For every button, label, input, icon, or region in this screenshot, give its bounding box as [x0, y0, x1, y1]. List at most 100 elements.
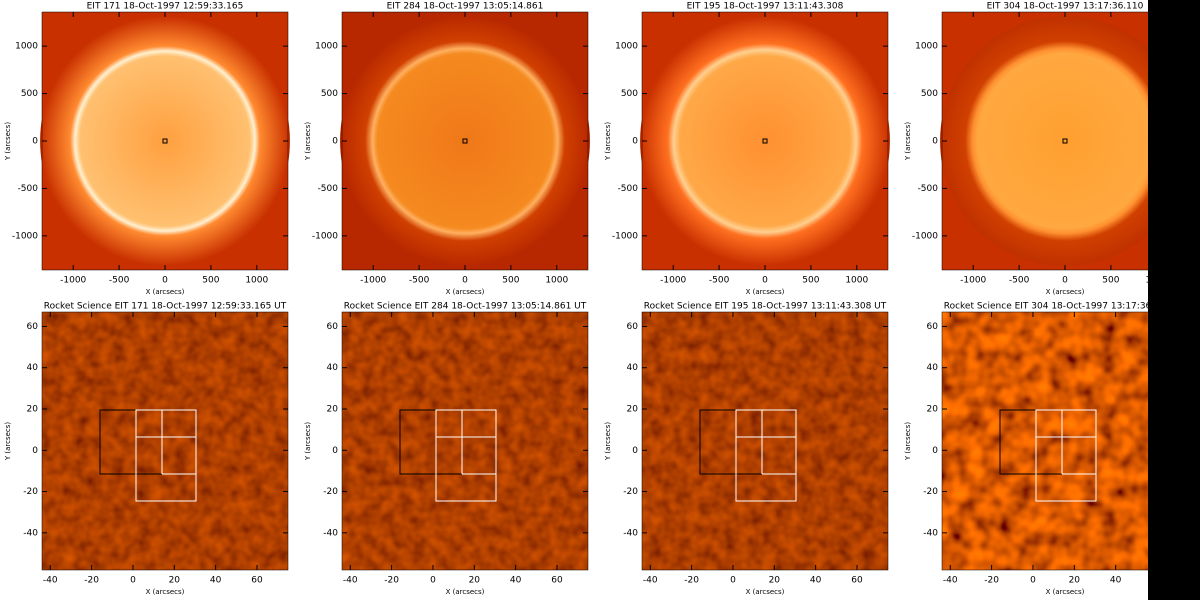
panel-title: EIT 304 18-Oct-1997 13:17:36.110 — [987, 2, 1144, 12]
x-tick-label: -1000 — [360, 276, 386, 286]
y-tick-label: -40 — [323, 528, 338, 538]
y-tick-label: 0 — [932, 137, 938, 147]
y-tick-label: 1000 — [315, 42, 338, 52]
white-box — [435, 409, 497, 502]
center-marker — [462, 138, 468, 144]
panel: EIT 171 18-Oct-1997 12:59:33.165 X (arcse… — [4, 2, 290, 296]
image-noise — [942, 312, 1188, 570]
solar-disk — [640, 16, 890, 266]
y-tick-label: 20 — [627, 405, 639, 415]
x-tick-label: -40 — [643, 576, 658, 586]
y-tick-label: -1000 — [912, 231, 938, 241]
x-tick-label: 1000 — [245, 276, 268, 286]
solar-disk — [40, 16, 290, 266]
plot-frame — [341, 311, 589, 571]
x-tick-label: 20 — [1069, 576, 1081, 586]
x-tick-label: -40 — [943, 576, 958, 586]
x-tick-label: -20 — [684, 576, 699, 586]
image-noise — [642, 312, 888, 570]
x-tick-label: 0 — [130, 576, 136, 586]
y-tick-label: -500 — [618, 184, 639, 194]
y-tick-label: -1000 — [12, 231, 38, 241]
y-axis-label: Y (arcsecs) — [304, 122, 312, 162]
panel: Rocket Science EIT 284 18-Oct-1997 13:05… — [304, 302, 589, 596]
panel: EIT 304 18-Oct-1997 13:17:36.110 X (arcse… — [904, 2, 1190, 296]
x-tick-label: 0 — [162, 276, 168, 286]
y-tick-label: 60 — [627, 322, 639, 332]
center-marker — [762, 138, 768, 144]
y-tick-label: 20 — [927, 405, 939, 415]
y-tick-label: 1000 — [915, 42, 938, 52]
y-tick-label: 0 — [32, 137, 38, 147]
x-tick-label: 0 — [730, 576, 736, 586]
y-tick-label: -500 — [18, 184, 39, 194]
panel-title: Rocket Science EIT 304 18-Oct-1997 13:17… — [944, 302, 1187, 312]
x-tick-label: -40 — [43, 576, 58, 586]
y-tick-label: 500 — [321, 89, 338, 99]
x-axis-label: X (arcsecs) — [746, 588, 785, 596]
panel-title: Rocket Science EIT 195 18-Oct-1997 13:11… — [644, 302, 887, 312]
panel: EIT 195 18-Oct-1997 13:11:43.308 X (arcse… — [604, 2, 890, 296]
x-tick-label: -1000 — [60, 276, 86, 286]
x-tick-label: 500 — [802, 276, 819, 286]
y-tick-label: 0 — [332, 137, 338, 147]
y-axis-label: Y (arcsecs) — [304, 422, 312, 462]
panel: EIT 284 18-Oct-1997 13:05:14.861 X (arcse… — [304, 2, 590, 296]
x-tick-label: -1000 — [660, 276, 686, 286]
x-tick-label: 60 — [551, 576, 563, 586]
x-tick-label: 0 — [462, 276, 468, 286]
center-marker — [1062, 138, 1068, 144]
panel: Rocket Science EIT 304 18-Oct-1997 13:17… — [904, 302, 1189, 596]
y-axis-label: Y (arcsecs) — [4, 422, 12, 462]
y-axis-label: Y (arcsecs) — [904, 422, 912, 462]
y-tick-label: 60 — [327, 322, 339, 332]
x-axis-label: X (arcsecs) — [146, 588, 185, 596]
image-noise — [42, 312, 288, 570]
y-tick-label: -500 — [318, 184, 339, 194]
y-tick-label: -40 — [923, 528, 938, 538]
x-tick-label: -20 — [384, 576, 399, 586]
y-axis-label: Y (arcsecs) — [604, 122, 612, 162]
panel-title: Rocket Science EIT 284 18-Oct-1997 13:05… — [344, 302, 587, 312]
x-tick-label: 500 — [1102, 276, 1119, 286]
y-tick-label: 40 — [327, 363, 339, 373]
x-axis-label: X (arcsecs) — [1046, 288, 1085, 296]
x-tick-label: 20 — [169, 576, 181, 586]
black-edge — [1148, 0, 1200, 600]
y-tick-label: 60 — [927, 322, 939, 332]
y-axis-label: Y (arcsecs) — [4, 122, 12, 162]
overlay-boxes — [99, 409, 1097, 502]
x-tick-label: -500 — [409, 276, 430, 286]
x-tick-label: 60 — [251, 576, 263, 586]
x-tick-label: 1000 — [545, 276, 568, 286]
x-tick-label: -20 — [984, 576, 999, 586]
solar-disk — [340, 16, 590, 266]
y-axis-label: Y (arcsecs) — [604, 422, 612, 462]
y-tick-label: -40 — [23, 528, 38, 538]
x-tick-label: 40 — [210, 576, 222, 586]
y-tick-label: 0 — [32, 446, 38, 456]
x-tick-label: -500 — [109, 276, 130, 286]
panel-title: EIT 195 18-Oct-1997 13:11:43.308 — [687, 2, 844, 12]
y-tick-label: 0 — [932, 446, 938, 456]
x-axis-label: X (arcsecs) — [1046, 588, 1085, 596]
x-tick-label: -1000 — [960, 276, 986, 286]
white-box — [735, 409, 797, 502]
y-tick-label: 20 — [27, 405, 39, 415]
y-tick-label: -40 — [623, 528, 638, 538]
x-axis-label: X (arcsecs) — [146, 288, 185, 296]
x-tick-label: 60 — [851, 576, 863, 586]
panel-title: EIT 284 18-Oct-1997 13:05:14.861 — [387, 2, 544, 12]
x-tick-label: -500 — [1009, 276, 1030, 286]
x-tick-label: -500 — [709, 276, 730, 286]
white-box — [135, 409, 197, 502]
solar-disk — [940, 16, 1190, 266]
y-axis-label: Y (arcsecs) — [904, 122, 912, 162]
y-tick-label: 40 — [927, 363, 939, 373]
y-tick-label: 1000 — [615, 42, 638, 52]
x-tick-label: 0 — [1062, 276, 1068, 286]
image-noise — [342, 312, 588, 570]
center-marker — [162, 138, 168, 144]
x-tick-label: 0 — [762, 276, 768, 286]
